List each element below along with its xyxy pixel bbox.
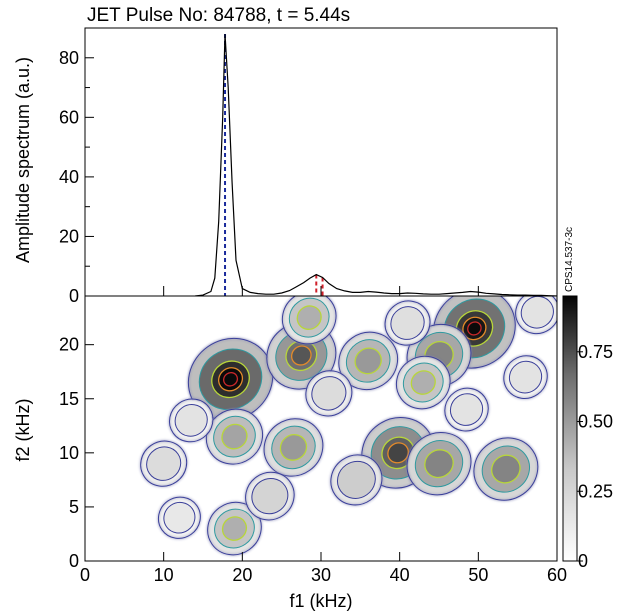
spectrum-y-tick-label: 20	[59, 226, 79, 246]
heatmap-contour-blue	[406, 432, 472, 496]
heatmap-y-tick-label: 10	[59, 443, 79, 463]
heatmap-contour-blue	[281, 296, 337, 345]
heatmap-contour-yellow	[410, 370, 436, 395]
heatmap-contour-blue	[205, 408, 264, 465]
heatmap-peak	[338, 331, 399, 391]
heatmap-peak	[444, 387, 489, 432]
heatmap-contour-mid	[174, 404, 208, 437]
heatmap-peak	[473, 437, 539, 501]
heatmap-x-tick-label: 50	[468, 565, 488, 585]
heatmap-contour-yellow	[491, 454, 521, 484]
heatmap-contour-blue	[168, 398, 214, 443]
heatmap-contour-mid	[390, 306, 425, 340]
heatmap-x-tick-label: 40	[390, 565, 410, 585]
heatmap-contour-yellow	[221, 423, 248, 450]
heatmap-contour-mid	[336, 460, 376, 499]
colorbar-tick-label: 0.75	[578, 342, 613, 362]
heatmap-contour-blue	[395, 355, 451, 410]
heatmap-contour-blue	[444, 387, 489, 432]
colorbar-ticks: 0 0.25 0.50 0.75	[577, 342, 613, 571]
spectrum-y-tick-label: 0	[69, 286, 79, 306]
heatmap-peak	[205, 408, 264, 465]
colorbar-tick-label: 0.25	[578, 481, 613, 501]
heatmap-contour-yellow	[296, 305, 322, 330]
heatmap-y-label: f2 (kHz)	[13, 399, 33, 462]
spectrum-y-label: Amplitude spectrum (a.u.)	[13, 57, 33, 263]
heatmap-peak	[406, 432, 472, 496]
heatmap-contour-blue	[245, 471, 295, 521]
spectrum-panel: 0 20 40 60 80 Amplitude spectrum (a.u.)	[13, 27, 558, 306]
heatmap-x-label: f1 (kHz)	[290, 591, 353, 611]
heatmap-peak	[281, 296, 337, 345]
spectrum-y-tick-label: 80	[59, 48, 79, 68]
heatmap-y-tick-label: 20	[59, 335, 79, 355]
colorbar-tick-label: 0	[578, 551, 588, 571]
heatmap-contour-blue	[384, 300, 431, 346]
colorbar: 0 0.25 0.50 0.75 CPS14.537-3c	[562, 227, 613, 571]
heatmap-peak	[157, 496, 201, 539]
heatmap-contour-mid	[251, 477, 289, 515]
heatmap-peak	[207, 501, 262, 556]
figure-id-label: CPS14.537-3c	[564, 227, 575, 292]
heatmap-peak	[245, 471, 295, 521]
heatmap-peak	[395, 355, 451, 410]
heatmap-contour-mid	[146, 446, 182, 481]
heatmap-contour-yellow	[279, 434, 308, 461]
spectrum-line	[195, 33, 558, 297]
heatmap-contour-blue	[263, 418, 324, 477]
peak-markers	[224, 33, 324, 296]
heatmap-contour-mid	[311, 376, 347, 411]
heatmap-contour-mid	[449, 393, 484, 426]
heatmap-contour-orange	[387, 442, 409, 464]
heatmap-contour-blue	[157, 496, 201, 539]
heatmap-y-tick-label: 5	[69, 497, 79, 517]
spectrum-y-tick-label: 40	[59, 167, 79, 187]
spectrum-y-tick-label: 60	[59, 107, 79, 127]
heatmap-contour-blue	[503, 355, 548, 399]
heatmap-contour-blue	[330, 454, 383, 506]
heatmap-x-tick-label: 30	[311, 565, 331, 585]
heatmap-contour-mid	[520, 296, 554, 329]
heatmap-peak	[330, 454, 383, 506]
colorbar-tick-label: 0.50	[578, 412, 613, 432]
heatmap-contour-yellow	[354, 347, 382, 375]
heatmap-contour-yellow	[424, 449, 454, 479]
heatmap-x-tick-label: 20	[232, 565, 252, 585]
heatmap-contour-red	[467, 321, 482, 336]
heatmap-ticks: 0 10 20 30 40 50 60 0 5 10 15 20	[59, 335, 567, 585]
heatmap-contour-blue	[515, 296, 557, 335]
heatmap-y-tick-label: 0	[69, 551, 79, 571]
heatmap-peak	[263, 418, 324, 477]
heatmap-peak	[515, 296, 557, 335]
chart-title: JET Pulse No: 84788, t = 5.44s	[87, 5, 350, 26]
heatmap-contour-orange	[290, 345, 312, 366]
heatmap-layer	[140, 296, 557, 556]
colorbar-gradient	[562, 295, 578, 562]
heatmap-peak	[305, 370, 353, 417]
heatmap-peak	[140, 440, 188, 487]
heatmap-contour-yellow	[221, 516, 248, 541]
heatmap-contour-red	[223, 371, 239, 387]
spectrum-plot-frame	[84, 27, 558, 297]
heatmap-x-tick-label: 60	[547, 565, 567, 585]
heatmap-contour-mid	[163, 501, 196, 534]
heatmap-peak	[503, 355, 548, 399]
heatmap-x-tick-label: 10	[154, 565, 174, 585]
heatmap-contour-blue	[305, 370, 353, 417]
bicoherence-panel: 0 10 20 30 40 50 60 0 5 10 15 20 f1 (kHz) f2 (kHz)	[13, 295, 567, 611]
heatmap-contour-blue	[140, 440, 188, 487]
heatmap-y-tick-label: 15	[59, 389, 79, 409]
heatmap-contour-blue	[473, 437, 539, 501]
spectrum-y-ticks: 0 20 40 60 80	[59, 48, 94, 306]
heatmap-peak	[168, 398, 214, 443]
heatmap-x-tick-label: 0	[80, 565, 90, 585]
heatmap-peak	[384, 300, 431, 346]
heatmap-contour-mid	[508, 360, 543, 394]
